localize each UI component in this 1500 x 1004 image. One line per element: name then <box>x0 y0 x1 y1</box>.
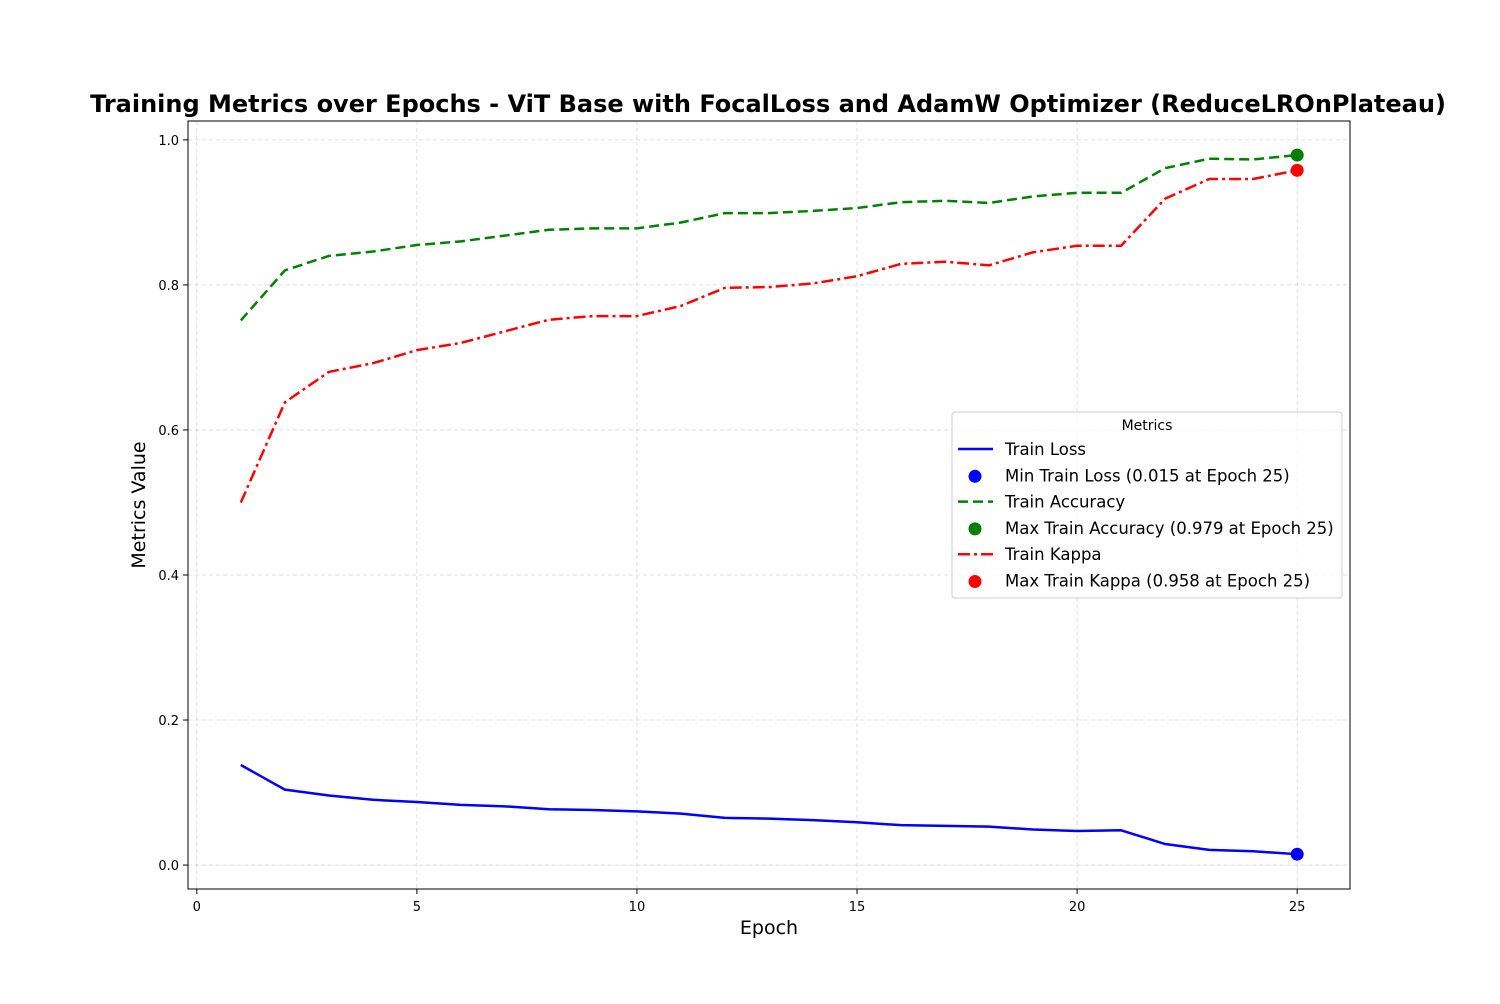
series-lines <box>239 153 1298 856</box>
x-tick-label: 25 <box>1289 900 1306 915</box>
highlight-marker <box>1290 163 1304 177</box>
legend-entry-label: Max Train Accuracy (0.979 at Epoch 25) <box>1005 519 1334 538</box>
y-tick-label: 0.0 <box>158 859 179 874</box>
plot-frame <box>187 120 1351 890</box>
series-line-train-accuracy <box>239 153 1298 322</box>
legend-entry-label: Min Train Loss (0.015 at Epoch 25) <box>1005 466 1290 485</box>
legend-marker-swatch <box>968 575 982 588</box>
series-line-train-kappa <box>239 169 1298 503</box>
legend-marker-swatch <box>968 469 982 483</box>
x-tick-label: 20 <box>1069 900 1086 915</box>
chart-title: Training Metrics over Epochs - ViT Base … <box>90 90 1446 118</box>
axis-ticks: 0 5 10 15 20 25 0.0 0.2 0.4 0.6 0.8 1.0 <box>158 134 1305 915</box>
series-line-train-loss <box>240 763 1298 856</box>
legend-marker-swatch <box>968 522 982 536</box>
y-tick-label: 0.6 <box>158 424 179 439</box>
x-tick-label: 10 <box>629 900 646 915</box>
x-tick-label: 0 <box>193 900 201 915</box>
legend-entry-label: Max Train Kappa (0.958 at Epoch 25) <box>1005 572 1310 591</box>
legend-entry-label: Train Accuracy <box>1004 493 1125 512</box>
legend-entries: Train Loss Min Train Loss (0.015 at Epoch… <box>958 440 1334 591</box>
legend-title: Metrics <box>1122 418 1173 434</box>
legend-entry-label: Train Kappa <box>1004 545 1102 564</box>
highlight-markers <box>1290 148 1304 861</box>
y-axis-label: Metrics Value <box>128 441 150 568</box>
highlight-marker <box>1290 148 1304 162</box>
y-tick-label: 0.8 <box>158 279 179 294</box>
y-tick-label: 0.4 <box>158 569 179 584</box>
legend-entry-label: Train Loss <box>1004 440 1086 459</box>
y-tick-label: 1.0 <box>158 134 179 149</box>
y-tick-label: 0.2 <box>158 714 179 729</box>
legend: Metrics Train Loss Min Train Loss (0.015 … <box>951 411 1343 599</box>
highlight-marker <box>1290 847 1304 861</box>
x-axis-label: Epoch <box>740 917 798 939</box>
x-tick-label: 5 <box>413 900 421 915</box>
x-tick-label: 15 <box>849 900 866 915</box>
legend-box <box>951 411 1343 599</box>
